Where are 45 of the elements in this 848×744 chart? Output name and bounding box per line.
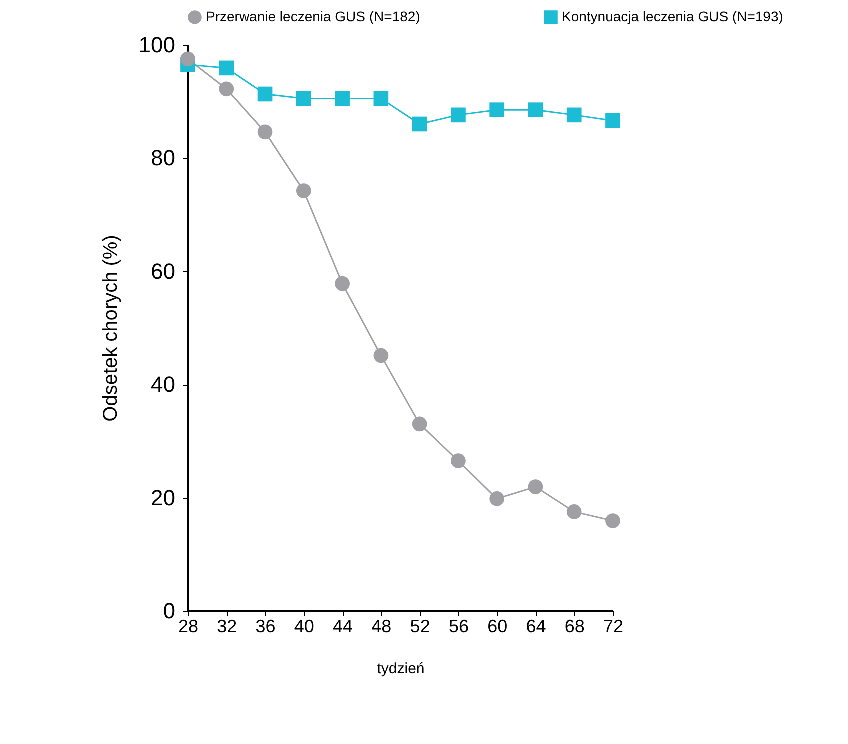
x-tick-label: 60 — [488, 616, 508, 636]
x-tick-label: 36 — [256, 616, 276, 636]
x-axis-title: tydzień — [377, 660, 425, 678]
point — [566, 108, 582, 123]
point — [451, 108, 466, 123]
x-tick-label: 64 — [526, 616, 546, 636]
point — [490, 492, 505, 506]
point — [374, 348, 389, 364]
point — [412, 416, 428, 432]
point — [258, 124, 273, 140]
y-tick-label: 0 — [163, 598, 176, 624]
x-tick-label: 68 — [564, 616, 585, 636]
point — [335, 91, 350, 106]
x-tick-label: 72 — [603, 616, 624, 636]
point — [219, 60, 234, 76]
point — [374, 91, 389, 106]
point — [606, 113, 620, 128]
y-tick-label: 40 — [151, 372, 176, 398]
y-tick-label: 80 — [151, 146, 176, 171]
y-axis-title: Odsetek chorych (%) — [100, 235, 122, 422]
point — [180, 52, 196, 67]
point — [528, 102, 544, 118]
x-tick-label: 28 — [178, 616, 199, 636]
y-tick-label: 100 — [138, 32, 176, 58]
y-tick-label: 60 — [151, 258, 176, 284]
point — [451, 454, 466, 468]
x-tick-label: 44 — [333, 616, 354, 636]
point — [335, 276, 350, 292]
point — [258, 86, 273, 102]
legend-label: Przerwanie leczenia GUS (N=182) — [206, 8, 420, 24]
y-tick-label: 20 — [151, 485, 176, 510]
point — [566, 504, 582, 520]
point — [296, 91, 312, 106]
point — [219, 82, 234, 97]
x-tick-label: 32 — [217, 616, 238, 636]
point — [412, 116, 428, 132]
point — [606, 514, 620, 528]
x-tick-label: 40 — [294, 616, 314, 636]
x-tick-label: 48 — [372, 616, 392, 636]
point — [296, 184, 312, 198]
point — [490, 102, 505, 118]
x-tick-label: 56 — [448, 616, 469, 636]
x-tick-label: 52 — [410, 616, 430, 636]
point — [528, 480, 544, 494]
legend-label: Kontynuacja leczenia GUS (N=193) — [562, 8, 784, 24]
